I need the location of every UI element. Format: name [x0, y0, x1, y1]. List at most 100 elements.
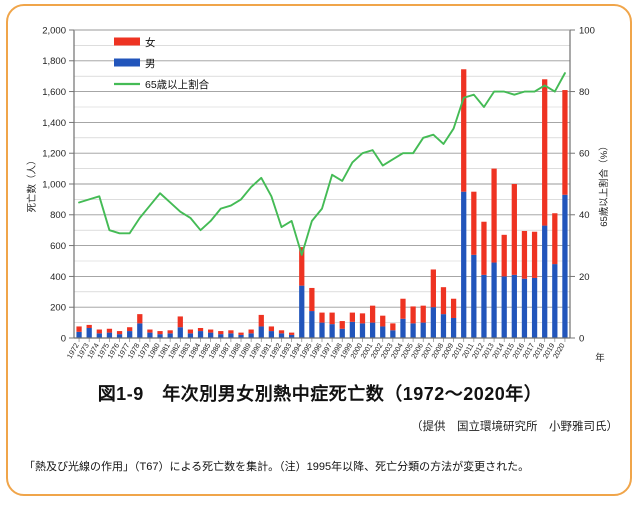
figure-title: 図1-9 年次別男女別熱中症死亡数（1972〜2020年） — [97, 384, 543, 404]
y2-axis-tick-label: 60 — [579, 149, 590, 160]
bar-female — [127, 327, 133, 332]
bar-male — [116, 334, 123, 338]
bar-male — [461, 191, 467, 338]
bar-female — [187, 329, 194, 334]
bar-male — [339, 328, 345, 338]
bar-female — [319, 312, 325, 323]
y-axis-tick-label: 800 — [50, 210, 66, 221]
bar-female — [76, 326, 82, 332]
bar-female — [248, 329, 254, 334]
bar-female — [106, 328, 113, 333]
y2-axis-title: 65歳以上割合（%） — [598, 141, 610, 227]
bar-male — [187, 333, 194, 338]
bar-female — [137, 314, 143, 324]
bar-male — [390, 330, 396, 338]
bar-male — [167, 333, 173, 338]
bar-male — [400, 318, 406, 338]
bar-female — [369, 305, 376, 323]
y-axis-tick-label: 1,400 — [42, 118, 66, 129]
figure-title-block: 図1-9 年次別男女別熱中症死亡数（1972〜2020年） — [0, 380, 640, 406]
bar-female — [268, 326, 275, 332]
bar-male — [450, 317, 457, 338]
bar-male — [420, 322, 426, 338]
bar-male — [157, 334, 163, 338]
y-axis-tick-label: 1,600 — [42, 87, 66, 98]
bar-male — [309, 311, 315, 338]
bar-female — [450, 298, 457, 318]
heatstroke-deaths-chart: 02004006008001,0001,2001,4001,6001,8002,… — [26, 25, 610, 364]
legend-item-female-swatch — [114, 37, 140, 46]
bar-female — [400, 298, 406, 319]
legend-item-male-label: 男 — [145, 58, 156, 70]
bar-male — [258, 326, 264, 338]
figure-credit: （提供 国立環境研究所 小野雅司氏） — [411, 421, 618, 433]
bar-male — [208, 332, 214, 338]
bar-male — [521, 278, 528, 338]
bar-male — [359, 323, 366, 338]
bar-male — [76, 331, 82, 338]
y2-axis-tick-label: 40 — [579, 210, 590, 221]
bar-male — [127, 331, 133, 338]
bar-male — [86, 327, 92, 338]
bar-male — [299, 285, 305, 338]
y-axis-tick-label: 1,000 — [42, 179, 66, 190]
y-axis-title: 死亡数（人） — [26, 155, 38, 212]
y2-axis-tick-label: 80 — [579, 87, 590, 98]
bar-female — [390, 323, 396, 331]
bar-female — [167, 330, 173, 334]
bar-male — [289, 334, 295, 338]
legend-item-female-label: 女 — [145, 36, 156, 49]
x-axis-title: 年 — [595, 352, 605, 364]
bar-female — [410, 306, 416, 324]
bar-female — [430, 269, 436, 308]
bar-female — [299, 247, 305, 286]
y2-axis-tick-label: 20 — [579, 272, 590, 283]
bar-male — [501, 276, 507, 338]
bar-female — [481, 221, 487, 275]
y-axis-tick-label: 200 — [50, 303, 66, 314]
bar-female — [218, 331, 224, 335]
bar-female — [562, 90, 568, 195]
bar-male — [147, 332, 153, 338]
bar-female — [147, 329, 153, 333]
bar-male — [430, 307, 436, 338]
bar-male — [218, 334, 224, 338]
bar-female — [309, 287, 315, 312]
bar-female — [531, 231, 538, 278]
bar-female — [359, 313, 366, 324]
bar-female — [238, 332, 244, 335]
bar-male — [228, 333, 234, 338]
y2-axis-tick-label: 100 — [579, 25, 595, 36]
bar-male — [329, 324, 335, 338]
bar-male — [440, 314, 447, 338]
bar-male — [369, 322, 376, 338]
bar-female — [471, 191, 477, 255]
bar-male — [177, 327, 183, 338]
bar-female — [96, 329, 102, 334]
bar-female — [491, 168, 497, 263]
bar-male — [238, 334, 244, 338]
bar-female — [86, 324, 92, 328]
bar-male — [531, 277, 538, 338]
bar-female — [542, 79, 548, 226]
y-axis-tick-label: 0 — [61, 333, 66, 344]
figure-footnote: 「熱及び光線の作用」（T67）による死亡数を集計。（注）1995年以降、死亡分類… — [24, 461, 530, 473]
y-axis-tick-label: 1,200 — [42, 149, 66, 160]
bar-male — [319, 322, 325, 338]
bar-female — [157, 331, 163, 335]
bar-female — [177, 316, 183, 328]
bar-male — [471, 254, 477, 338]
bar-male — [380, 326, 386, 338]
y-axis-tick-label: 600 — [50, 241, 66, 252]
bar-male — [278, 333, 285, 338]
legend-item-male-swatch — [114, 58, 140, 67]
bar-male — [268, 331, 275, 338]
legend-item-elderly-ratio-label: 65歳以上割合 — [145, 78, 210, 91]
bar-female — [197, 327, 204, 332]
bar-female — [420, 305, 426, 323]
chart-container: 0 200 400 600 800 1,000 1,200 1,400 1,600 1,800 2,… — [22, 14, 618, 364]
bar-female — [258, 314, 264, 327]
bar-female — [511, 184, 517, 275]
bar-female — [501, 234, 507, 277]
